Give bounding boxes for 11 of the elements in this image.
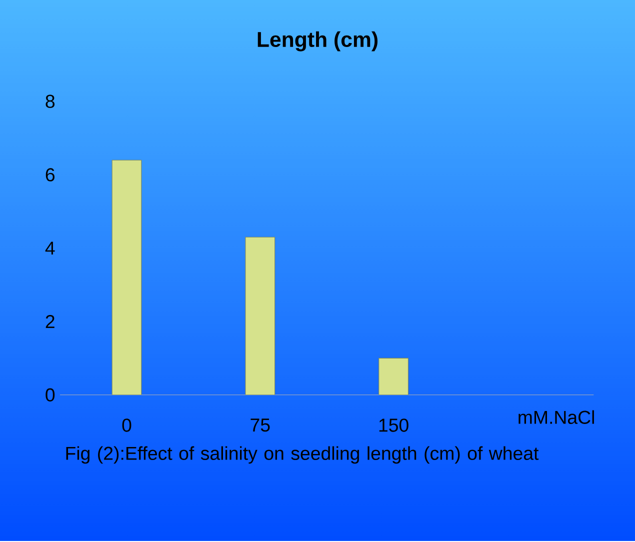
y-tick-label: 0: [46, 388, 55, 402]
x-tick-label: 75: [250, 418, 270, 432]
y-tick-label: 2: [46, 315, 54, 328]
x-tick-label: 0: [122, 418, 132, 432]
x-axis-title: mM.NaCl: [518, 410, 594, 424]
x-tick-label: 150: [379, 418, 408, 432]
text: Fig (2):Effect of salinity on seedling length (cm) of wheat: [66, 446, 539, 464]
y-tick-label: 8: [46, 94, 55, 108]
chart-title: Length (cm): [258, 32, 378, 52]
y-tick-label: 4: [45, 242, 55, 255]
y-tick-label: 6: [46, 168, 54, 182]
